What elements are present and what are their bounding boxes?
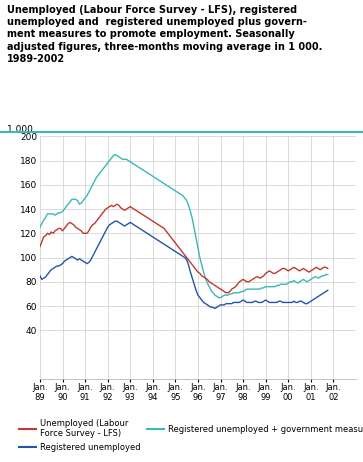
Legend: Unemployed (Labour
Force Survey - LFS), Registered unemployed, Registered unempl: Unemployed (Labour Force Survey - LFS), … bbox=[16, 416, 363, 455]
Text: Unemployed (Labour Force Survey - LFS), registered
unemployed and  registered un: Unemployed (Labour Force Survey - LFS), … bbox=[7, 5, 323, 64]
Text: 1 000: 1 000 bbox=[7, 125, 33, 134]
